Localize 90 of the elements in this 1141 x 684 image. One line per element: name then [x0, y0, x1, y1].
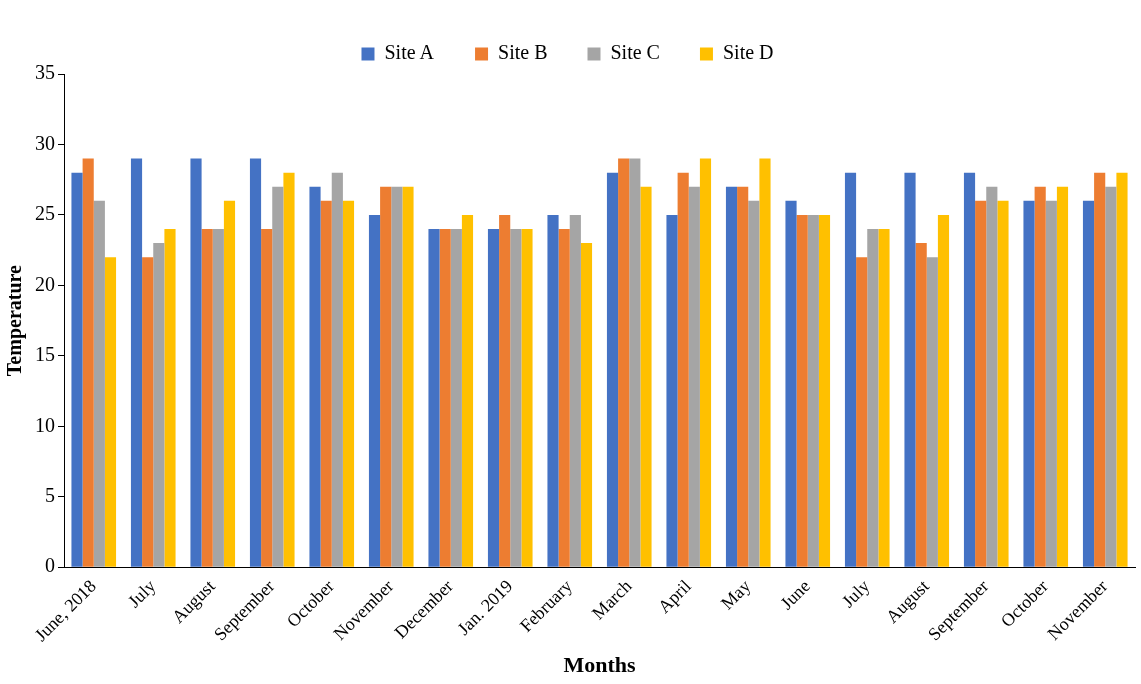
bar	[331, 172, 343, 567]
bar	[190, 158, 202, 567]
bar	[521, 229, 533, 567]
bar	[878, 229, 890, 567]
bar	[320, 200, 332, 567]
bar	[130, 158, 143, 567]
bar	[249, 158, 262, 567]
bar	[856, 257, 868, 567]
bar	[975, 200, 987, 567]
bar	[904, 172, 916, 567]
y-axis-title: Temperature	[3, 264, 27, 377]
y-tick-label: 15	[35, 343, 55, 366]
bar	[487, 229, 500, 567]
y-tick-label: 25	[35, 202, 55, 225]
bar	[558, 229, 570, 567]
bar	[1105, 186, 1117, 567]
bar	[963, 172, 976, 567]
bar	[272, 186, 284, 567]
bar	[1082, 200, 1095, 567]
bar	[688, 186, 700, 567]
y-tick-label: 35	[35, 61, 55, 84]
legend-label: Site B	[498, 41, 548, 64]
bar	[748, 200, 760, 567]
bar	[926, 257, 938, 567]
bar	[618, 158, 630, 567]
y-tick-label: 30	[35, 131, 55, 154]
bar	[997, 200, 1009, 567]
legend-label: Site A	[384, 41, 435, 64]
bar	[261, 229, 273, 567]
bar	[867, 229, 879, 567]
bar	[212, 229, 224, 567]
x-tick-label: June	[776, 575, 814, 614]
bar	[223, 200, 236, 567]
bar	[153, 243, 165, 567]
bar	[677, 172, 689, 567]
y-tick-label: 0	[45, 554, 55, 577]
bar	[93, 200, 105, 567]
bar	[1034, 186, 1046, 567]
bar	[640, 186, 652, 567]
bar	[391, 186, 403, 567]
bar	[759, 158, 771, 567]
y-tick-label: 10	[35, 413, 55, 436]
bar	[629, 158, 641, 567]
bar	[580, 243, 593, 567]
y-tick-label: 5	[45, 483, 55, 506]
bar	[342, 200, 355, 567]
bar	[82, 158, 94, 567]
bar	[510, 229, 522, 567]
bar	[380, 186, 392, 567]
bar	[439, 229, 451, 567]
bar	[699, 158, 712, 567]
bar	[737, 186, 749, 567]
bar	[71, 172, 83, 567]
bar	[104, 257, 117, 567]
bar	[785, 200, 797, 567]
bar	[1045, 200, 1057, 567]
bar	[201, 229, 213, 567]
bar	[844, 172, 857, 567]
bar	[142, 257, 154, 567]
bar	[164, 229, 176, 567]
x-axis-title: Months	[563, 652, 636, 678]
bar	[309, 186, 321, 567]
x-tick-label: May	[716, 575, 755, 614]
bar	[499, 214, 511, 567]
bar	[915, 243, 927, 567]
bar	[666, 214, 678, 567]
bar	[937, 214, 950, 567]
x-tick-label: July	[124, 575, 160, 612]
bar	[725, 186, 738, 567]
bar	[569, 214, 581, 567]
y-tick-label: 20	[35, 272, 55, 295]
bar	[547, 214, 559, 567]
bar	[283, 172, 295, 567]
bar	[402, 186, 414, 567]
bar	[606, 172, 619, 567]
bar	[1094, 172, 1106, 567]
bar	[807, 214, 819, 567]
bar	[1116, 172, 1128, 567]
bar	[450, 229, 462, 567]
legend-label: Site C	[610, 41, 660, 64]
bar	[1056, 186, 1069, 567]
bar	[368, 214, 381, 567]
bar	[796, 214, 808, 567]
bar	[1023, 200, 1035, 567]
bar	[461, 214, 474, 567]
bar	[428, 229, 440, 567]
legend-label: Site D	[722, 41, 774, 64]
x-tick-label: July	[838, 575, 874, 612]
bar	[986, 186, 998, 567]
bar	[818, 214, 831, 567]
